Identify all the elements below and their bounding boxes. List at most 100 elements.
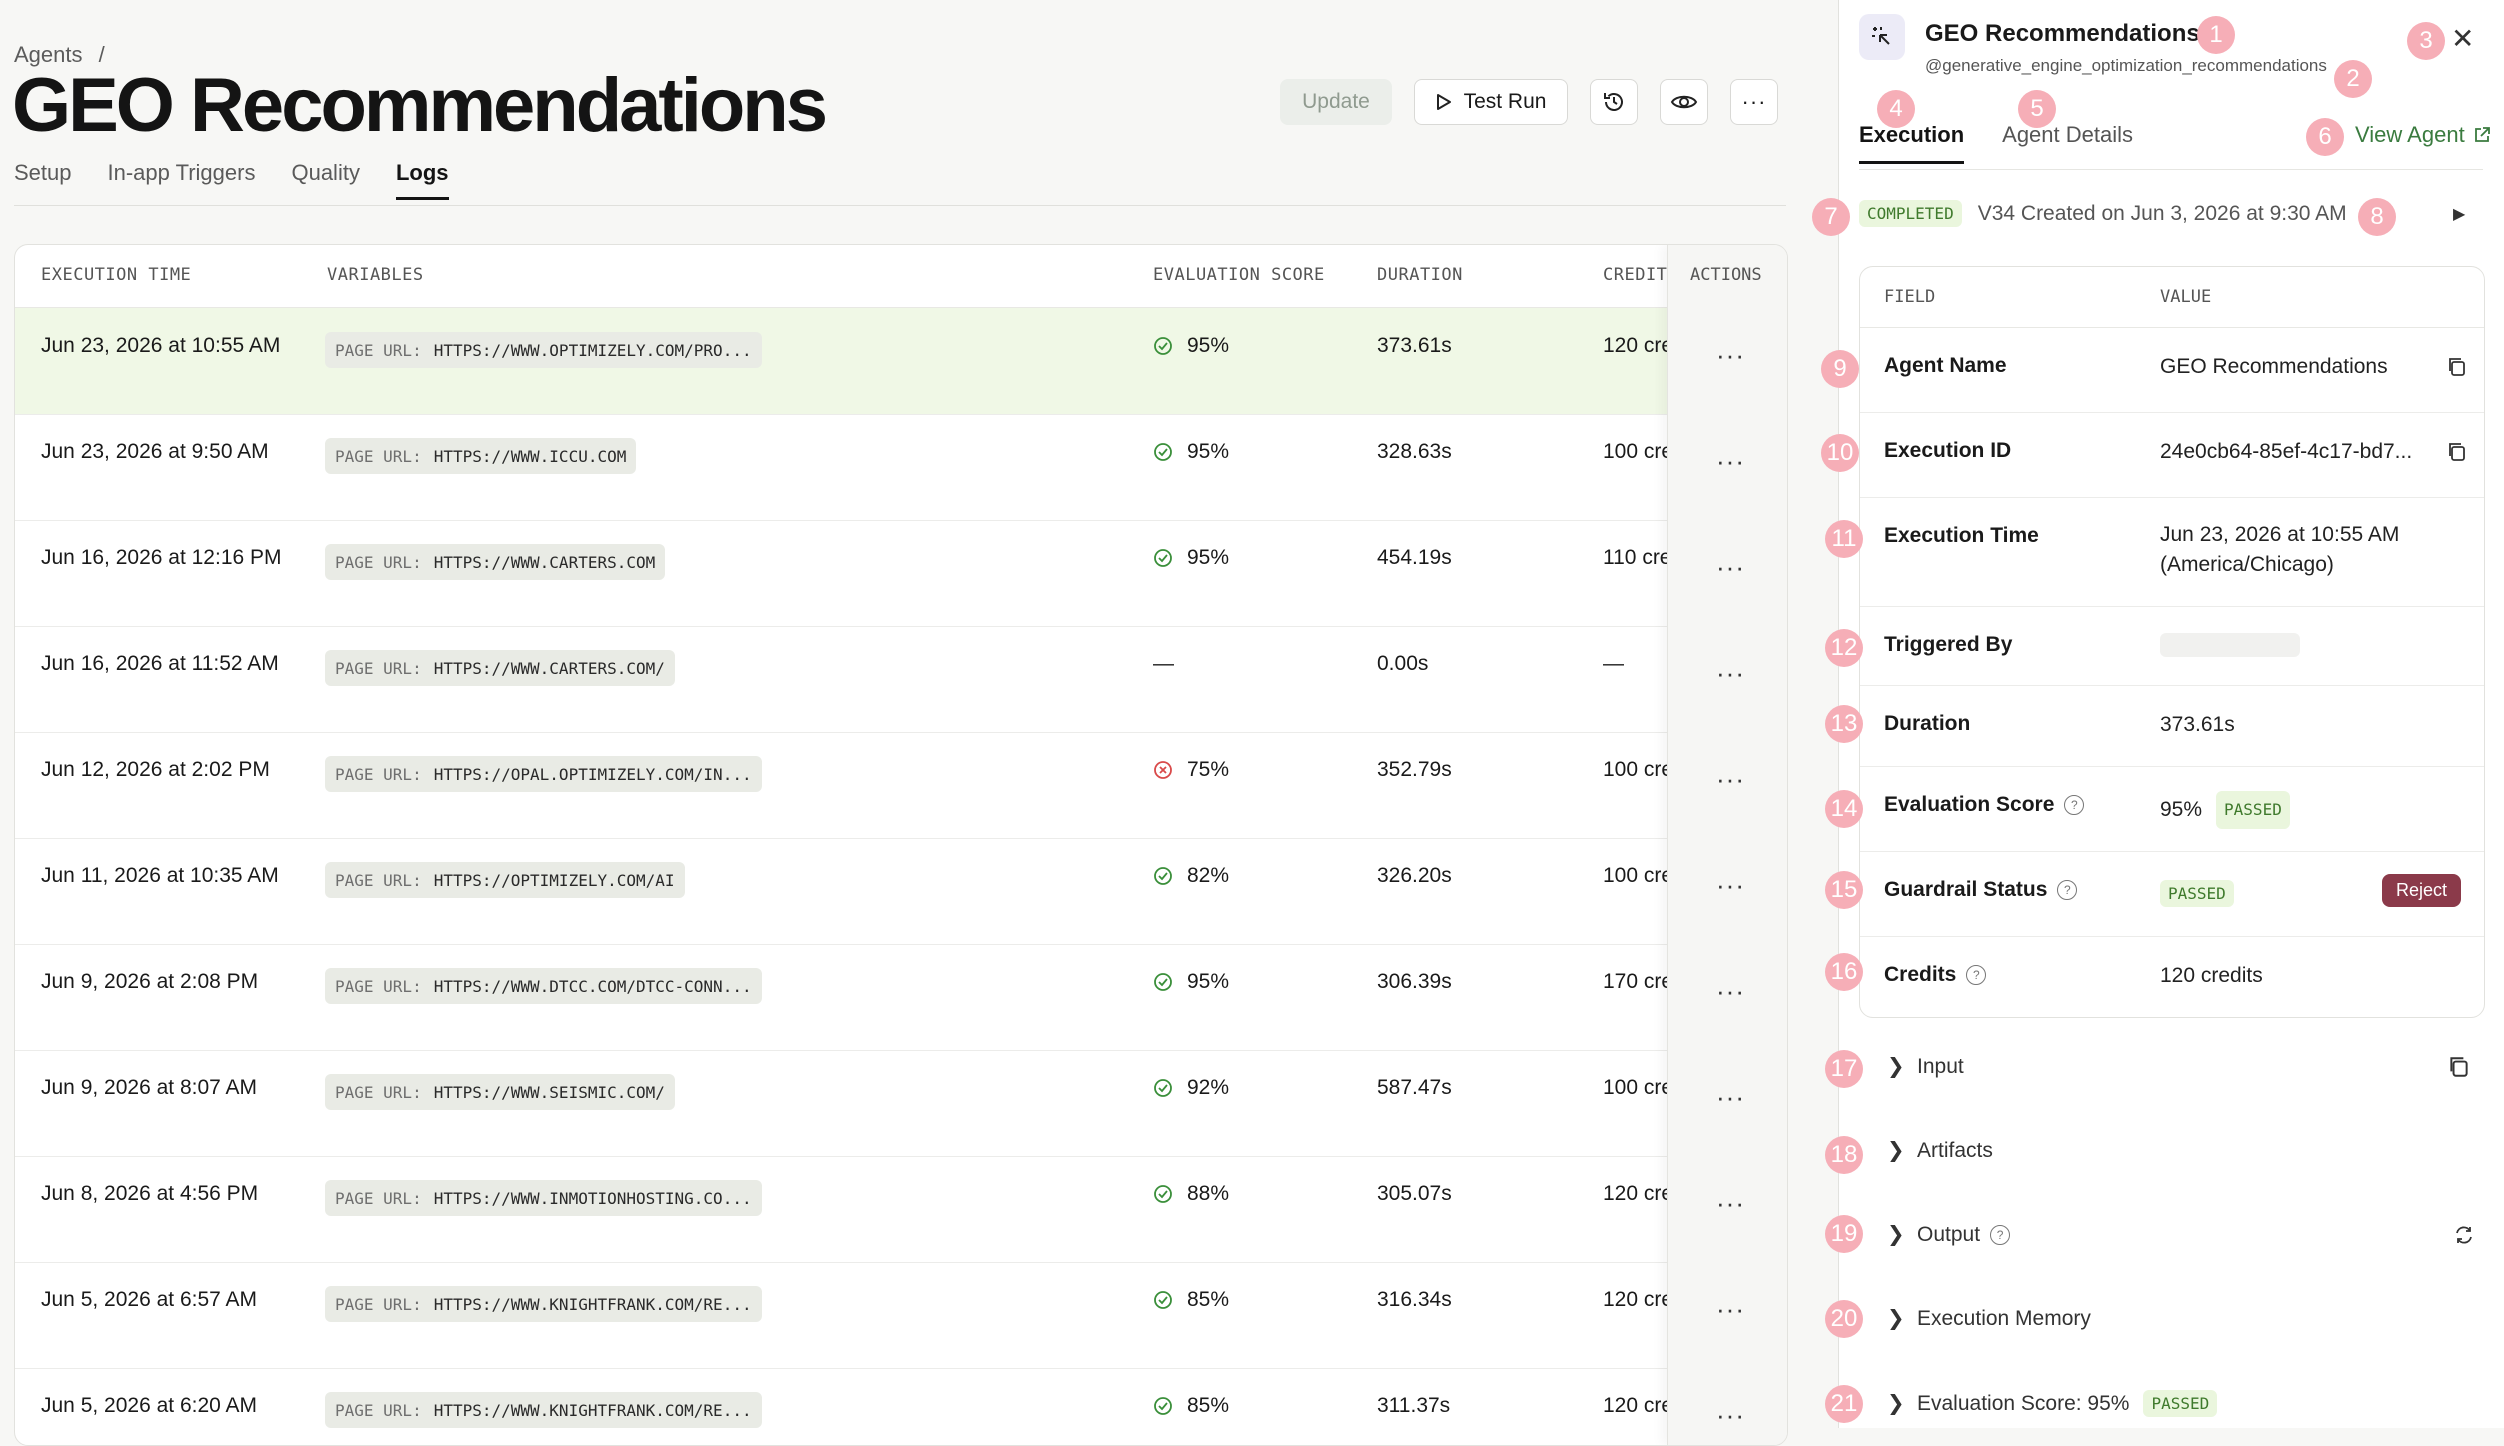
tab-logs[interactable]: Logs (395, 160, 449, 200)
variable-value: HTTPS://WWW.OPTIMIZELY.COM/PRO... (433, 340, 752, 360)
table-row[interactable]: Jun 16, 2026 at 11:52 AM PAGE URL: HTTPS:… (15, 626, 1787, 733)
help-icon[interactable]: ? (1966, 965, 1987, 985)
credits-cell: — (1603, 652, 1624, 675)
variable-value: HTTPS://OPAL.OPTIMIZELY.COM/IN... (433, 764, 752, 784)
check-circle-icon (1154, 549, 1172, 567)
tab-agent-details[interactable]: Agent Details (2002, 122, 2133, 147)
guardrail-label: Guardrail Status? (1884, 878, 2078, 902)
annotation-badge: 20 (1825, 1300, 1863, 1338)
row-actions-menu-icon[interactable]: ··· (1716, 1400, 1745, 1430)
view-agent-link[interactable]: View Agent (2355, 122, 2491, 148)
credits-cell: 120 credits (1603, 1288, 1669, 1311)
annotation-badge: 8 (2358, 198, 2396, 236)
execution-time-cell: Jun 5, 2026 at 6:20 AM (41, 1394, 257, 1417)
help-icon[interactable]: ? (2064, 795, 2085, 815)
variable-key: PAGE URL: (335, 1082, 422, 1102)
evaluation-score-cell: 95% (1153, 546, 1229, 570)
table-row[interactable]: Jun 12, 2026 at 2:02 PM PAGE URL: HTTPS:/… (15, 732, 1787, 839)
row-actions-menu-icon[interactable]: ··· (1716, 340, 1745, 370)
row-actions-menu-icon[interactable]: ··· (1716, 552, 1745, 582)
copy-icon[interactable] (2446, 441, 2468, 463)
evaluation-score-cell: 92% (1153, 1076, 1229, 1100)
table-header: EXECUTION TIME VARIABLES EVALUATION SCOR… (15, 245, 1787, 308)
panel-tabs-divider (1859, 169, 2483, 170)
table-row[interactable]: Jun 23, 2026 at 9:50 AM PAGE URL: HTTPS:/… (15, 414, 1787, 521)
score-value: 95% (1187, 970, 1230, 993)
section-execution-memory[interactable]: ❯ Execution Memory (1859, 1306, 2483, 1331)
variable-key: PAGE URL: (335, 1188, 422, 1208)
variable-key: PAGE URL: (335, 340, 422, 360)
header-evaluation-score[interactable]: EVALUATION SCORE (1153, 265, 1325, 285)
header-duration[interactable]: DURATION (1377, 265, 1463, 285)
tab-setup[interactable]: Setup (14, 160, 72, 185)
help-icon[interactable]: ? (2057, 880, 2078, 900)
evaluation-score-cell: 82% (1153, 864, 1229, 888)
row-actions-menu-icon[interactable]: ··· (1716, 446, 1745, 476)
table-row[interactable]: Jun 9, 2026 at 2:08 PM PAGE URL: HTTPS://… (15, 944, 1787, 1051)
tab-quality[interactable]: Quality (291, 160, 360, 185)
expand-triangle-icon[interactable]: ▶ (2453, 206, 2466, 223)
table-row[interactable]: Jun 23, 2026 at 10:55 AM PAGE URL: HTTPS:… (15, 308, 1787, 415)
play-icon (1436, 94, 1451, 110)
history-button[interactable] (1590, 79, 1638, 125)
header-execution-time[interactable]: EXECUTION TIME (41, 265, 192, 285)
table-row[interactable]: Jun 16, 2026 at 12:16 PM PAGE URL: HTTPS:… (15, 520, 1787, 627)
detail-row-execution-id: Execution ID 24e0cb64-85ef-4c17-bd7... (1860, 413, 2484, 498)
section-output[interactable]: ❯ Output ? (1859, 1222, 2483, 1247)
row-actions-menu-icon[interactable]: ··· (1716, 1294, 1745, 1324)
credits-cell: 120 credits (1603, 334, 1669, 357)
breadcrumb-separator: / (98, 42, 105, 67)
close-icon[interactable]: ✕ (2451, 23, 2475, 54)
update-button[interactable]: Update (1280, 79, 1392, 125)
credits-label-text: Credits (1884, 963, 1957, 986)
breadcrumb: Agents / (14, 42, 105, 68)
execution-time-cell: Jun 16, 2026 at 11:52 AM (41, 652, 279, 675)
score-value: 95% (1187, 334, 1230, 357)
evaluation-score-label: Evaluation Score? (1884, 793, 2085, 817)
credits-cell: 170 credits (1603, 970, 1669, 993)
eye-icon (1670, 95, 1698, 109)
tab-execution[interactable]: Execution (1859, 122, 1965, 164)
row-actions-menu-icon[interactable]: ··· (1716, 764, 1745, 794)
x-circle-icon (1154, 761, 1172, 779)
table-row[interactable]: Jun 8, 2026 at 4:56 PM PAGE URL: HTTPS://… (15, 1156, 1787, 1263)
evaluation-score-label-text: Evaluation Score (1884, 793, 2055, 816)
credits-cell: 100 credits (1603, 440, 1669, 463)
test-run-button[interactable]: Test Run (1414, 79, 1568, 125)
row-actions-menu-icon[interactable]: ··· (1716, 1082, 1745, 1112)
evaluation-score-cell: 95% (1153, 440, 1229, 464)
row-actions-menu-icon[interactable]: ··· (1716, 976, 1745, 1006)
table-row[interactable]: Jun 11, 2026 at 10:35 AM PAGE URL: HTTPS:… (15, 838, 1787, 945)
score-value: 75% (1187, 758, 1230, 781)
table-row[interactable]: Jun 5, 2026 at 6:20 AM PAGE URL: HTTPS://… (15, 1368, 1787, 1445)
duration-cell: 311.37s (1377, 1394, 1451, 1417)
agent-name-value: GEO Recommendations (2160, 355, 2388, 378)
panel-agent-handle: @generative_engine_optimization_recommen… (1925, 56, 2327, 75)
header-credits[interactable]: CREDITS (1603, 265, 1679, 285)
credits-cell: 100 credits (1603, 1076, 1669, 1099)
section-input-label: Input (1917, 1054, 1964, 1078)
help-icon[interactable]: ? (1990, 1224, 2011, 1245)
chevron-right-icon: ❯ (1887, 1307, 1905, 1330)
table-row[interactable]: Jun 9, 2026 at 8:07 AM PAGE URL: HTTPS://… (15, 1050, 1787, 1157)
refresh-icon[interactable] (2453, 1224, 2475, 1246)
header-actions: Update Test Run ··· (1280, 78, 1778, 126)
panel-agent-name: GEO Recommendations (1925, 20, 2200, 47)
row-actions-menu-icon[interactable]: ··· (1716, 870, 1745, 900)
breadcrumb-agents-link[interactable]: Agents (14, 42, 83, 67)
preview-button[interactable] (1660, 79, 1708, 125)
score-value: 85% (1187, 1288, 1230, 1311)
row-actions-menu-icon[interactable]: ··· (1716, 658, 1745, 688)
table-row[interactable]: Jun 5, 2026 at 6:57 AM PAGE URL: HTTPS://… (15, 1262, 1787, 1369)
row-actions-menu-icon[interactable]: ··· (1716, 1188, 1745, 1218)
more-options-button[interactable]: ··· (1730, 79, 1778, 125)
tab-in-app-triggers[interactable]: In-app Triggers (107, 160, 256, 185)
section-input[interactable]: ❯ Input (1859, 1054, 2483, 1079)
evaluation-score-cell: 88% (1153, 1182, 1229, 1206)
copy-icon[interactable] (2446, 356, 2468, 378)
variable-pill: PAGE URL: HTTPS://WWW.KNIGHTFRANK.COM/RE.… (325, 1286, 762, 1322)
copy-icon[interactable] (2447, 1055, 2471, 1079)
reject-button[interactable]: Reject (2382, 874, 2462, 907)
section-evaluation-score[interactable]: ❯ Evaluation Score: 95% PASSED (1859, 1390, 2483, 1417)
section-artifacts[interactable]: ❯ Artifacts (1859, 1138, 2483, 1163)
